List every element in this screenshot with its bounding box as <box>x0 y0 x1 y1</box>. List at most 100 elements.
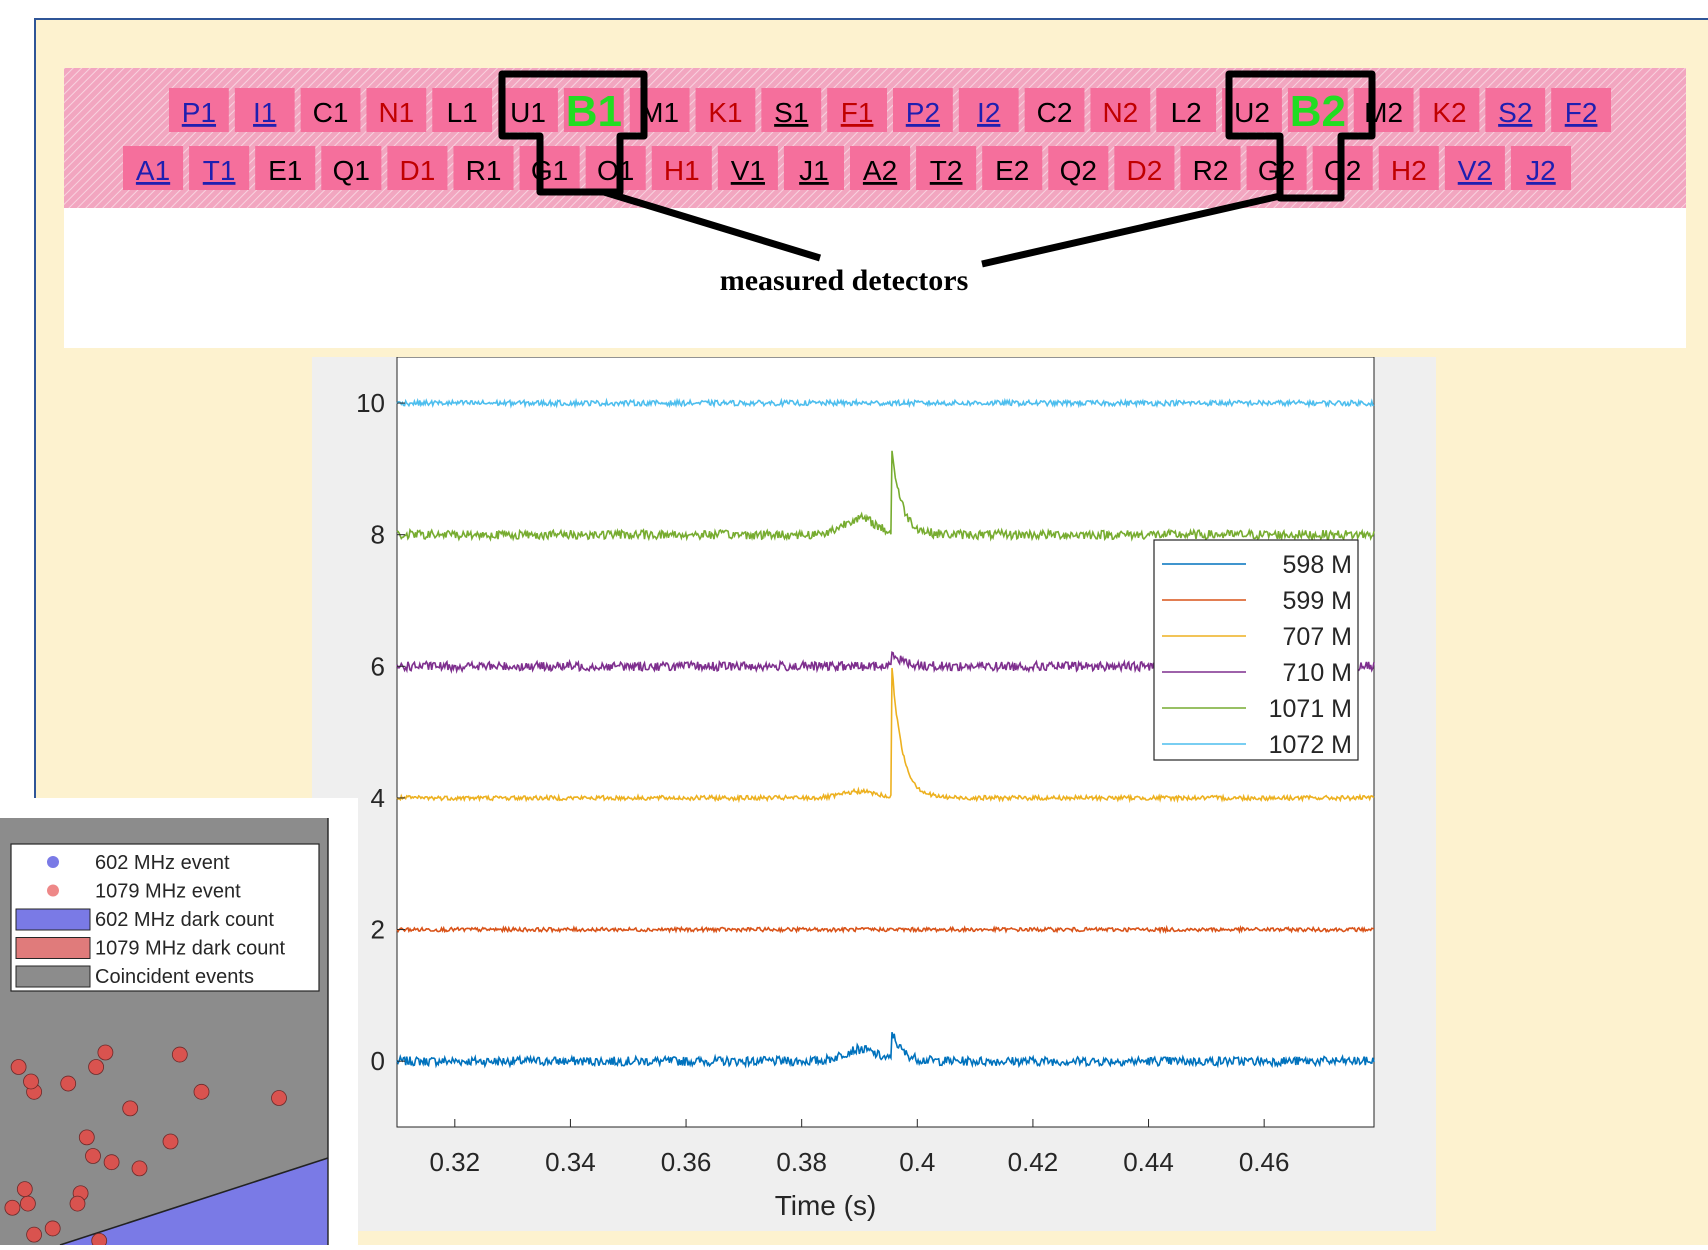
detector-array-panel: P1 I1 C1 N1 L1 U1 B1 M1 K1 S1 F1 P2 I2 C2 N2 L2 U2 B2 M2 K2… <box>64 68 1686 348</box>
row1-pad <box>1024 88 1085 132</box>
event-point <box>171 1046 188 1063</box>
row2-pad <box>189 146 250 190</box>
detector-label: S2 <box>1498 97 1532 128</box>
detector-label: E2 <box>995 155 1029 186</box>
inset-scatter-chart: 602 MHz event 1079 MHz event 602 MHz dark … <box>0 798 358 1249</box>
row1-pad <box>498 88 558 132</box>
pointer-line-1 <box>602 188 822 262</box>
legend-label: 710 M <box>1283 659 1352 687</box>
main-chart-svg: 0.32 0.34 0.36 0.38 0.4 0.42 0.44 0.46 0 2 4 6 8 10 Ti… <box>356 356 1375 1221</box>
row2-pad <box>1510 146 1571 190</box>
row2-pad <box>850 146 911 190</box>
legend-box <box>1153 539 1359 761</box>
detector-label: I2 <box>977 97 1000 128</box>
event-point <box>122 1100 139 1117</box>
inset-legend-label: 602 MHz dark count <box>95 909 274 931</box>
y-tick-label: 10 <box>356 388 385 418</box>
row2-pad <box>916 146 977 190</box>
row2-pad <box>982 146 1043 190</box>
detector-label: C2 <box>1037 97 1073 128</box>
detector-array-diagram: P1 I1 C1 N1 L1 U1 B1 M1 K1 S1 F1 P2 I2 C2 N2 L2 U2 B2 M2 K2… <box>64 68 1686 268</box>
row2-pad <box>255 146 316 190</box>
row1-pad <box>1551 88 1611 132</box>
row1-pad <box>432 88 493 132</box>
detector-label: C1 <box>313 97 349 128</box>
row1-pad <box>893 88 953 132</box>
detector-label: D1 <box>400 155 436 186</box>
row1-pad <box>695 88 756 132</box>
row1-pad <box>1485 88 1546 132</box>
x-tick-label: 0.36 <box>661 1147 712 1177</box>
detector-label: U1 <box>510 97 546 128</box>
detector-label: B2 <box>1290 87 1346 136</box>
detector-label: F2 <box>1565 97 1598 128</box>
x-axis-label: Time (s) <box>775 1190 877 1221</box>
event-point <box>193 1083 210 1100</box>
x-tick-label: 0.34 <box>545 1147 596 1177</box>
series-line <box>396 1032 1375 1069</box>
detector-label: I1 <box>253 97 276 128</box>
detector-label: T1 <box>203 155 236 186</box>
row2-pad <box>1114 146 1175 190</box>
row2-pad <box>387 146 448 190</box>
event-point <box>88 1059 104 1075</box>
row2-pad <box>123 146 184 190</box>
inset-legend-label: Coincident events <box>95 966 254 988</box>
inset-legend-marker <box>47 884 59 897</box>
y-tick-label: 0 <box>371 1046 385 1076</box>
inset-legend-label: 1079 MHz dark count <box>95 938 286 960</box>
inset-legend-patch <box>15 937 91 959</box>
x-tick-label: 0.32 <box>430 1147 481 1177</box>
legend-label: 598 M <box>1283 551 1352 579</box>
event-point <box>78 1129 95 1146</box>
detector-label: A2 <box>863 155 897 186</box>
event-point <box>19 1195 36 1212</box>
measured-outline-1 <box>498 70 648 196</box>
event-point <box>131 1160 148 1177</box>
detector-label: T2 <box>930 155 963 186</box>
row1-pad <box>827 88 887 132</box>
x-tick-label: 0.44 <box>1123 1147 1174 1177</box>
row1-pad <box>1353 88 1414 132</box>
row1-pad <box>234 88 295 132</box>
event-point <box>16 1181 33 1198</box>
detector-label: J1 <box>799 155 829 186</box>
row2-pad <box>1048 146 1109 190</box>
row2-pad <box>783 146 844 190</box>
legend-label: 599 M <box>1283 587 1352 615</box>
y-tick-label: 8 <box>371 520 385 550</box>
inset-legend-patch <box>15 908 91 931</box>
x-tick-label: 0.4 <box>899 1147 935 1177</box>
row2-pad <box>585 146 646 190</box>
row2-pad <box>1180 146 1241 190</box>
legend-label: 1071 M <box>1269 695 1352 723</box>
event-point <box>23 1073 39 1090</box>
inset-legend-label: 1079 MHz event <box>95 881 241 903</box>
detector-label: L2 <box>1171 97 1202 128</box>
inset-chart-svg: 602 MHz event 1079 MHz event 602 MHz dark … <box>0 818 329 1249</box>
x-tick-label: 0.38 <box>776 1147 827 1177</box>
legend-label: 707 M <box>1283 623 1352 651</box>
detector-label: P2 <box>906 97 940 128</box>
row2-pad <box>1444 146 1505 190</box>
legend-label: 1072 M <box>1269 731 1352 759</box>
measured-detectors-label: measured detectors <box>719 264 969 297</box>
x-tick-label: 0.42 <box>1008 1147 1059 1177</box>
detector-label: Q1 <box>333 155 370 186</box>
x-tick-label: 0.46 <box>1239 1147 1290 1177</box>
event-point <box>85 1148 101 1164</box>
event-point <box>69 1195 86 1212</box>
y-tick-label: 6 <box>371 651 385 681</box>
region-boundary <box>59 1157 329 1246</box>
series-line <box>396 667 1375 804</box>
row1-pad <box>958 88 1019 132</box>
inset-legend-marker <box>47 856 59 868</box>
event-point <box>26 1226 42 1243</box>
measured-outline-2 <box>1225 70 1376 202</box>
detector-label: D2 <box>1127 155 1163 186</box>
row1-pad <box>761 88 822 132</box>
detector-label: H1 <box>664 155 700 186</box>
row2-pad <box>321 146 382 190</box>
event-point <box>10 1059 27 1075</box>
row1-pad <box>300 88 361 132</box>
